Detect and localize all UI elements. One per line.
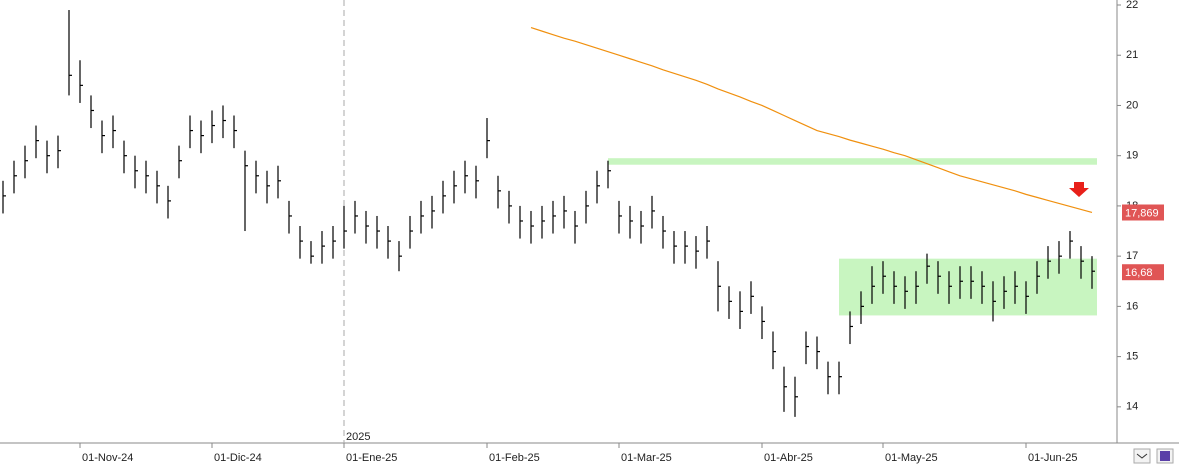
zone: [608, 158, 1097, 165]
x-tick-label: 01-Jun-25: [1028, 452, 1078, 464]
price-label-box: [1122, 264, 1164, 281]
y-tick-label: 21: [1126, 49, 1138, 61]
year-label: 2025: [346, 431, 370, 443]
y-tick-label: 22: [1126, 0, 1138, 11]
y-tick-label: 19: [1126, 150, 1138, 162]
moving-average: [530, 27, 1093, 214]
price-label-box: [1122, 204, 1164, 221]
price-label: 17,869: [1125, 207, 1159, 219]
x-tick-label: 01-Ene-25: [346, 452, 397, 464]
zone: [839, 258, 1097, 316]
y-tick-label: 16: [1126, 300, 1138, 312]
save-icon: [1160, 451, 1170, 461]
y-tick-label: 20: [1126, 99, 1138, 111]
x-tick-label: 01-May-25: [885, 452, 938, 464]
x-tick-label: 01-Abr-25: [764, 452, 813, 464]
button[interactable]: [1133, 448, 1151, 464]
x-tick-label: 01-Dic-24: [214, 452, 262, 464]
price-label: 16,68: [1125, 267, 1153, 279]
y-tick-label: 14: [1126, 401, 1138, 413]
y-tick-label: 17: [1126, 250, 1138, 262]
button-icon: [1136, 453, 1148, 459]
x-tick-label: 01-Mar-25: [621, 452, 672, 464]
arrow-icon: [1069, 182, 1089, 197]
y-tick-label: 15: [1126, 351, 1138, 363]
x-tick-label: 01-Feb-25: [489, 452, 540, 464]
x-tick-label: 01-Nov-24: [82, 452, 133, 464]
